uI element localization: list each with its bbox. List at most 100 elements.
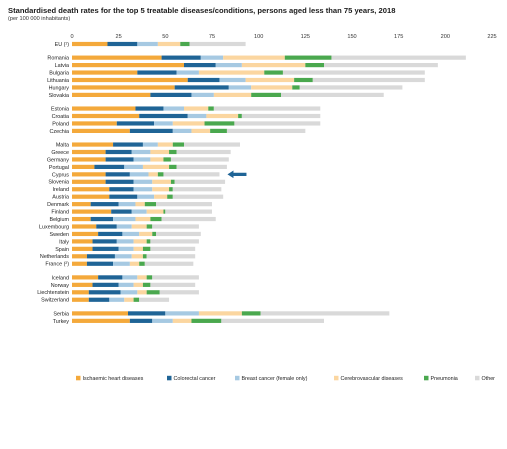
legend-swatch-ischaemic [76, 375, 81, 381]
bar-segment-breast [133, 187, 153, 192]
category-label: Denmark [47, 202, 69, 208]
category-label: Switzerland [41, 298, 69, 304]
bar-segment-cerebro [206, 113, 239, 119]
category-label: Netherlands [40, 254, 69, 260]
bar-segment-breast [116, 239, 134, 244]
bar-segment-cerebro [150, 157, 164, 162]
bar-segment-pneumonia [139, 261, 145, 266]
bar-segment-pneumonia [146, 224, 153, 229]
bar-segment-colorectal [129, 318, 153, 323]
bar-segment-pneumonia [169, 164, 177, 169]
legend-label-colorectal: Colorectal cancer [174, 376, 216, 382]
bar-segment-cerebro [146, 209, 164, 214]
bar-segment-cerebro [245, 77, 295, 83]
x-tick-label: 225 [487, 34, 496, 40]
bar-segment-colorectal [116, 121, 155, 126]
bar-segment-breast [113, 261, 130, 266]
bar-segment-colorectal [150, 92, 192, 97]
bar-segment-ischaemic [72, 157, 106, 162]
category-label: Lithuania [47, 78, 69, 84]
category-label: Poland [52, 121, 69, 127]
category-label: Bulgaria [49, 70, 69, 76]
bar-segment-colorectal [105, 179, 134, 184]
category-label: EU (¹) [55, 42, 70, 48]
bar-segment-cerebro [131, 224, 147, 229]
bar-segment-ischaemic [72, 231, 99, 237]
bar-segment-cerebro [251, 85, 293, 90]
bar-segment-pneumonia [142, 246, 151, 251]
bar-segment-other [184, 142, 240, 147]
bar-segment-other [172, 187, 222, 192]
bar-segment-ischaemic [72, 172, 106, 177]
bar-segment-colorectal [161, 55, 201, 60]
bar-segment-colorectal [92, 282, 119, 287]
bar-segment-breast [228, 85, 252, 90]
category-label: Turkey [53, 319, 70, 325]
bar-segment-pneumonia [157, 172, 164, 177]
bar-segment-ischaemic [72, 149, 106, 155]
bar-segment-cerebro [150, 149, 170, 155]
bar-segment-breast [137, 194, 155, 199]
legend-swatch-colorectal [167, 375, 172, 381]
bar-segment-pneumonia [172, 142, 184, 147]
bar-segment-pneumonia [146, 290, 160, 295]
bar-segment-breast [137, 41, 158, 47]
bar-segment-pneumonia [146, 275, 153, 280]
bar-segment-colorectal [109, 187, 134, 192]
bar-segment-colorectal [107, 41, 138, 47]
x-tick-label: 175 [394, 34, 403, 40]
bar-segment-breast [191, 92, 214, 97]
x-tick-label: 75 [209, 34, 215, 40]
bar-segment-pneumonia [142, 254, 147, 259]
bar-segment-breast [120, 290, 138, 295]
category-label: Finland [51, 210, 69, 216]
bar-segment-breast [118, 202, 136, 207]
bar-segment-breast [113, 216, 136, 222]
bar-segment-ischaemic [72, 187, 110, 192]
bar-segment-colorectal [135, 106, 164, 111]
bar-segment-ischaemic [72, 239, 93, 244]
bar-segment-breast [118, 282, 134, 287]
bar-segment-breast [133, 157, 151, 162]
bar-segment-pneumonia [294, 77, 313, 83]
category-label: Austria [52, 195, 69, 201]
bar-segment-pneumonia [169, 187, 173, 192]
bar-segment-colorectal [187, 77, 220, 83]
chart-title: Standardised death rates for the top 5 t… [8, 6, 396, 15]
bar-segment-other [172, 194, 224, 199]
bar-segment-other [152, 275, 199, 280]
bar-segment-other [150, 239, 199, 244]
x-tick-label: 200 [441, 34, 450, 40]
bar-segment-ischaemic [72, 224, 97, 229]
category-label: Ireland [53, 187, 69, 193]
bar-segment-colorectal [105, 172, 130, 177]
bar-segment-other [146, 254, 196, 259]
bar-segment-cerebro [131, 254, 143, 259]
bar-segment-breast [176, 70, 199, 75]
bar-segment-pneumonia [292, 85, 300, 90]
bar-segment-ischaemic [72, 77, 188, 83]
bar-segment-pneumonia [170, 179, 175, 184]
bar-segment-cerebro [133, 246, 143, 251]
bar-segment-ischaemic [72, 92, 151, 97]
highlight-arrow-icon [227, 170, 247, 179]
legend-label-breast: Breast cancer (female only) [242, 376, 308, 382]
bar-segment-ischaemic [72, 142, 114, 147]
category-label: Sweden [50, 232, 69, 238]
bar-segment-pneumonia [163, 157, 171, 162]
bar-segment-other [226, 128, 306, 133]
bar-segment-cerebro [137, 275, 147, 280]
bar-segment-colorectal [174, 85, 229, 90]
bar-segment-colorectal [90, 216, 114, 222]
bar-segment-other [189, 41, 246, 47]
bar-segment-other [139, 297, 170, 302]
bar-segment-breast [172, 128, 192, 133]
bar-segment-other [260, 311, 390, 316]
bar-segment-cerebro [191, 128, 211, 133]
bar-segment-colorectal [98, 231, 123, 237]
bar-segment-colorectal [109, 194, 138, 199]
bar-segment-colorectal [94, 164, 125, 169]
bar-segment-breast [200, 55, 224, 60]
category-label: Latvia [55, 63, 69, 69]
